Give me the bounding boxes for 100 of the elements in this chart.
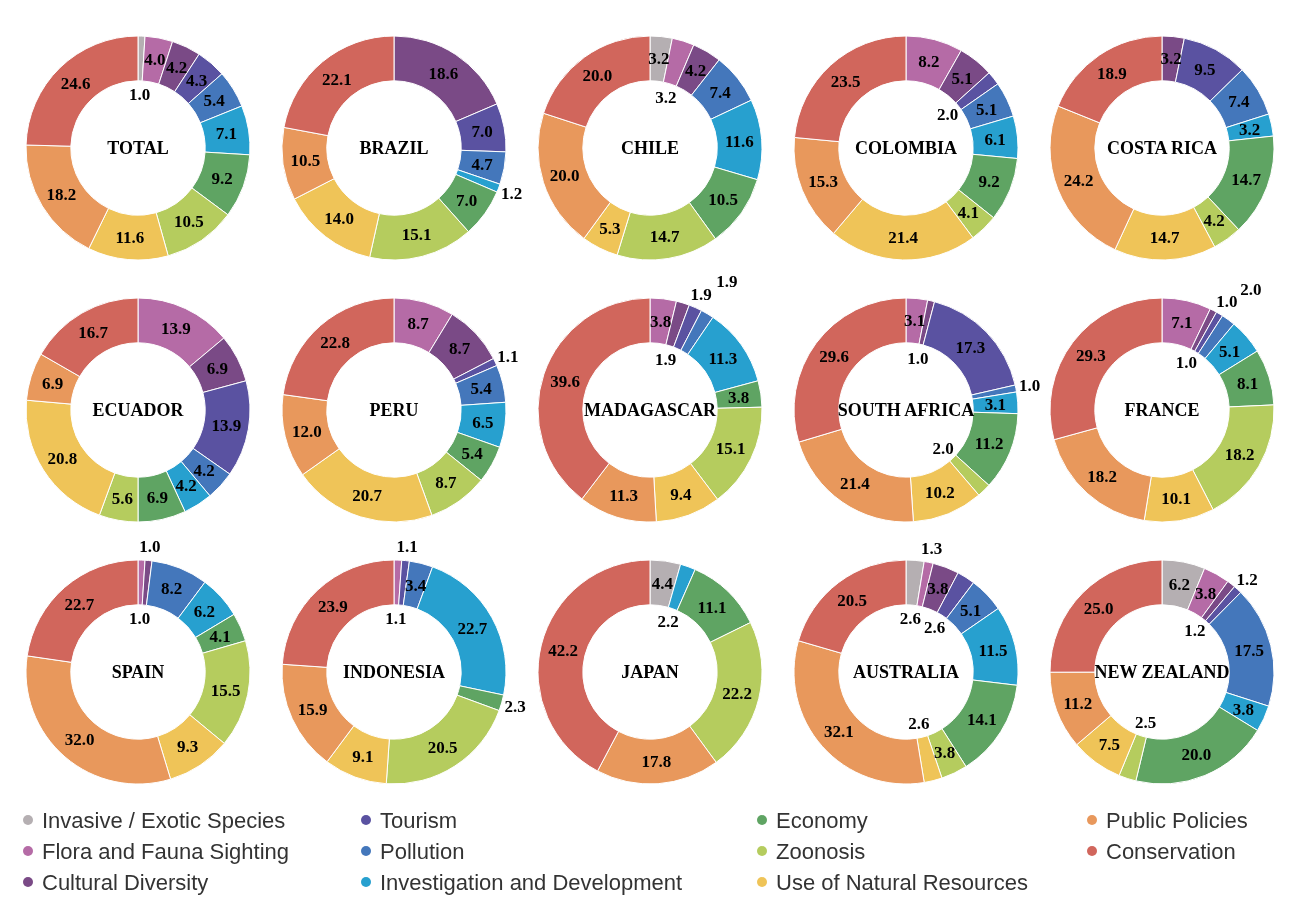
data-label: 2.6 [908, 714, 930, 734]
data-label: 16.7 [78, 322, 109, 342]
text: NEW ZEALAND [1094, 662, 1230, 682]
text: INDONESIA [342, 662, 446, 682]
data-label: 11.2 [974, 434, 1004, 454]
legend-label: Zoonosis [776, 838, 866, 864]
data-label: 15.3 [808, 172, 838, 192]
text: FRANCE [1124, 400, 1200, 420]
data-label: 2.5 [1134, 713, 1157, 733]
data-label: 3.2 [648, 49, 670, 69]
data-label: 4.7 [471, 154, 494, 174]
text: AUSTRALIA [852, 662, 960, 682]
data-label: 14.7 [649, 226, 680, 246]
data-label: 1.2 [1236, 569, 1258, 589]
data-label: 11.6 [724, 131, 754, 151]
data-label: 6.1 [984, 129, 1006, 149]
data-label: 7.1 [215, 124, 238, 144]
data-label: 5.1 [960, 600, 982, 620]
data-label: 5.4 [470, 379, 493, 399]
data-label: 6.2 [1168, 574, 1190, 594]
data-label: 9.1 [352, 746, 374, 766]
data-label: 3.2 [1239, 120, 1261, 140]
data-label: 15.1 [401, 225, 432, 245]
text: SOUTH AFRICA [837, 400, 975, 420]
data-label: 24.2 [1063, 171, 1094, 191]
data-label: 5.6 [111, 488, 133, 508]
text: ECUADOR [92, 400, 185, 420]
data-label: 20.0 [1181, 745, 1212, 765]
data-label: 22.7 [64, 594, 95, 614]
data-label: 9.5 [1194, 59, 1216, 79]
data-label: 3.1 [984, 394, 1007, 414]
data-label: 1.0 [139, 537, 161, 557]
data-label: 1.0 [1175, 353, 1198, 373]
legend-label: Economy [776, 807, 868, 833]
data-label: 4.4 [651, 573, 674, 593]
data-label: 9.2 [211, 169, 233, 189]
data-label: 3.8 [934, 743, 956, 763]
data-label: 5.1 [1219, 341, 1241, 361]
data-label: 11.5 [978, 641, 1008, 661]
data-label: 8.2 [160, 579, 183, 599]
legend-label: Public Policies [1106, 807, 1248, 833]
data-label: 3.8 [1232, 699, 1255, 719]
data-label: 22.1 [321, 69, 352, 89]
data-label: 6.9 [146, 488, 168, 507]
data-label: 20.0 [549, 166, 580, 186]
data-label: 13.9 [211, 415, 242, 435]
data-label: 1.1 [385, 609, 407, 629]
data-label: 6.5 [472, 412, 494, 432]
data-label: 21.4 [888, 228, 919, 248]
data-label: 3.2 [655, 87, 677, 107]
data-label: 7.1 [1171, 313, 1193, 333]
data-label: 1.0 [1019, 376, 1041, 396]
data-label: 10.5 [290, 151, 321, 171]
data-label: 20.5 [837, 590, 868, 610]
text: MADAGASCAR [584, 400, 717, 420]
data-label: 10.1 [1161, 489, 1191, 508]
data-label: 4.2 [684, 61, 707, 81]
data-label: 9.4 [670, 484, 693, 504]
legend-label: Flora and Fauna Sighting [42, 838, 290, 864]
data-label: 14.7 [1149, 228, 1180, 248]
data-label: 11.1 [697, 597, 727, 617]
data-label: 4.0 [144, 50, 166, 70]
legend-label: Tourism [380, 807, 458, 833]
data-label: 1.3 [920, 539, 943, 559]
data-label: 15.9 [297, 699, 328, 719]
data-label: 8.1 [1236, 374, 1259, 394]
data-label: 5.1 [951, 68, 973, 88]
data-label: 14.0 [324, 209, 355, 229]
data-label: 20.5 [427, 737, 458, 757]
data-label: 9.2 [978, 172, 1000, 192]
data-label: 17.5 [1234, 641, 1264, 661]
text: BRAZIL [359, 138, 429, 158]
data-label: 2.0 [937, 105, 959, 125]
data-label: 6.2 [193, 602, 216, 622]
legend-label: Investigation and Development [380, 869, 683, 895]
data-label: 23.5 [830, 72, 861, 92]
data-label: 2.6 [923, 617, 946, 637]
data-label: 5.4 [461, 444, 484, 464]
data-label: 11.6 [115, 227, 145, 247]
data-label: 3.8 [927, 578, 949, 598]
data-label: 29.6 [819, 346, 849, 366]
data-label: 1.0 [129, 85, 151, 105]
text: COSTA RICA [1106, 138, 1218, 158]
data-label: 10.5 [708, 190, 738, 210]
data-label: 15.5 [210, 680, 241, 700]
data-label: 8.2 [918, 51, 940, 71]
data-label: 4.1 [209, 626, 231, 646]
data-label: 8.7 [407, 314, 430, 334]
data-label: 4.2 [166, 57, 188, 77]
data-label: 2.2 [657, 612, 679, 632]
data-label: 11.3 [609, 486, 639, 506]
data-label: 21.4 [840, 474, 871, 494]
data-label: 7.4 [709, 82, 732, 102]
data-label: 22.2 [722, 683, 752, 703]
data-label: 12.0 [292, 421, 322, 441]
data-label: 7.5 [1098, 734, 1120, 754]
data-label: 7.0 [456, 190, 478, 210]
text: PERU [369, 400, 419, 420]
data-label: 1.1 [497, 346, 519, 366]
data-label: 1.9 [716, 271, 738, 291]
